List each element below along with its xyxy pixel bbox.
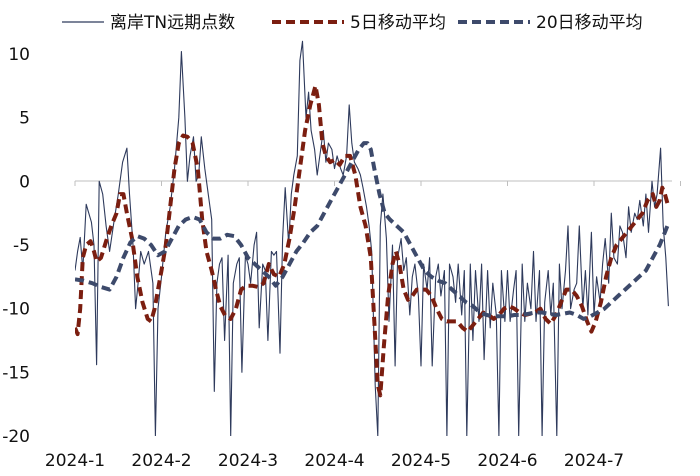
legend-item-spot: 离岸TN远期点数 [62,13,235,33]
legend: 离岸TN远期点数 5日移动平均 20日移动平均 [62,13,643,33]
x-tick-label: 2024-1 [45,451,105,471]
y-axis: 10 5 0 -5 -10 -15 -20 [2,45,30,447]
y-tick-label: -10 [2,300,30,320]
legend-item-ma5: 5日移动平均 [272,13,446,33]
y-tick-label: -20 [2,427,30,447]
x-tick-label: 2024-7 [564,451,624,471]
y-tick-label: 5 [19,109,30,129]
legend-label: 离岸TN远期点数 [110,13,235,33]
legend-label: 5日移动平均 [350,13,446,33]
legend-item-ma20: 20日移动平均 [458,13,643,33]
x-tick-label: 2024-3 [218,451,278,471]
x-tick-label: 2024-2 [131,451,191,471]
x-tick-label: 2024-5 [391,451,451,471]
spot-points-line [75,40,669,436]
x-tick-label: 2024-6 [477,451,537,471]
y-tick-label: 0 [19,172,30,192]
x-tick-label: 2024-4 [304,451,364,471]
legend-label: 20日移动平均 [536,13,643,33]
plot-area [75,40,671,436]
y-tick-label: 10 [8,45,30,65]
ma5-line [75,83,671,398]
y-tick-label: -15 [2,363,30,383]
y-tick-label: -5 [13,236,30,256]
x-axis: 2024-1 2024-2 2024-3 2024-4 2024-5 2024-6 2024… [45,180,681,471]
ma20-line [75,141,671,321]
